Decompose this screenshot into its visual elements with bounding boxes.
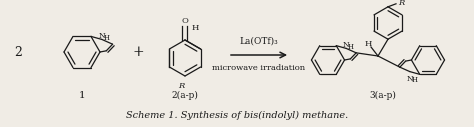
- Text: N: N: [99, 32, 105, 40]
- Text: H: H: [348, 43, 354, 51]
- Text: H: H: [104, 34, 110, 42]
- Text: 2(a-p): 2(a-p): [172, 90, 199, 100]
- Text: N: N: [343, 41, 350, 49]
- Text: 1: 1: [79, 91, 85, 99]
- Text: +: +: [132, 45, 144, 59]
- Text: H: H: [365, 40, 372, 48]
- Text: H: H: [411, 76, 418, 84]
- Text: 2: 2: [14, 45, 22, 59]
- Text: R: R: [398, 0, 404, 7]
- Text: O: O: [182, 17, 189, 25]
- Text: R: R: [178, 82, 184, 90]
- Text: 3(a-p): 3(a-p): [370, 90, 396, 100]
- Text: microwave irradiation: microwave irradiation: [212, 64, 306, 72]
- Text: H: H: [191, 24, 199, 32]
- Text: N: N: [406, 75, 413, 83]
- Text: Scheme 1. Synthesis of bis(indolyl) methane.: Scheme 1. Synthesis of bis(indolyl) meth…: [126, 110, 348, 120]
- Text: La(OTf)₃: La(OTf)₃: [240, 36, 278, 45]
